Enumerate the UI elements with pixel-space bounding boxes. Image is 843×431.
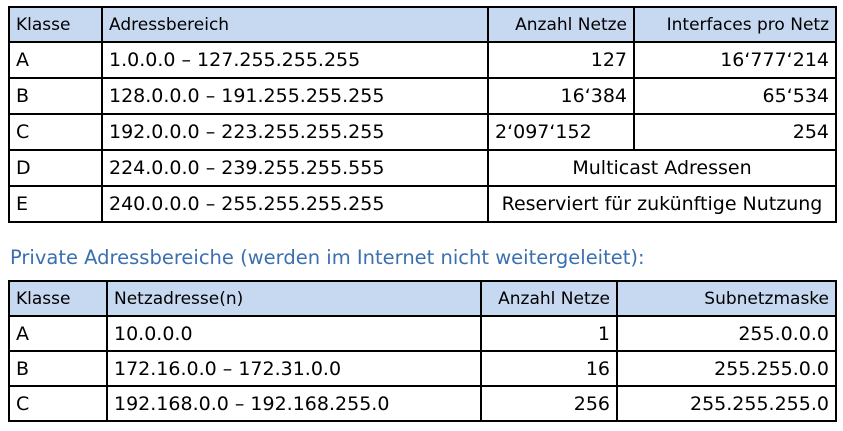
- cell-klasse: B: [8, 77, 103, 115]
- cell-adressbereich: 1.0.0.0 – 127.255.255.255: [101, 41, 489, 79]
- header-anzahl-netze: Anzahl Netze: [480, 280, 618, 317]
- cell-interfaces: 254: [633, 113, 837, 151]
- cell-adressbereich: 128.0.0.0 – 191.255.255.255: [101, 77, 489, 115]
- cell-anzahl-netze: 1: [480, 315, 618, 352]
- cell-netzadresse: 172.16.0.0 – 172.31.0.0: [106, 350, 482, 387]
- cell-anzahl-netze: 256: [480, 385, 618, 422]
- cell-merged-note: Reserviert für zukünftige Nutzung: [487, 185, 837, 223]
- header-klasse: Klasse: [8, 280, 108, 317]
- cell-interfaces: 65‘534: [633, 77, 837, 115]
- cell-klasse: C: [8, 113, 103, 151]
- table-row: C 192.0.0.0 – 223.255.255.255 2‘097‘152 …: [8, 113, 837, 151]
- table-row: D 224.0.0.0 – 239.255.255.555 Multicast …: [8, 149, 837, 187]
- cell-netzadresse: 10.0.0.0: [106, 315, 482, 352]
- cell-adressbereich: 224.0.0.0 – 239.255.255.555: [101, 149, 489, 187]
- header-subnetzmaske: Subnetzmaske: [616, 280, 837, 317]
- private-ranges-heading: Private Adressbereiche (werden im Intern…: [10, 246, 645, 269]
- cell-klasse: B: [8, 350, 108, 387]
- table-row: E 240.0.0.0 – 255.255.255.255 Reserviert…: [8, 185, 837, 223]
- cell-subnetzmaske: 255.255.0.0: [616, 350, 837, 387]
- cell-klasse: A: [8, 41, 103, 79]
- cell-anzahl-netze: 127: [487, 41, 635, 79]
- cell-netzadresse: 192.168.0.0 – 192.168.255.0: [106, 385, 482, 422]
- table-header-row: Klasse Adressbereich Anzahl Netze Interf…: [8, 6, 837, 43]
- table-row: A 10.0.0.0 1 255.0.0.0: [8, 315, 837, 352]
- cell-klasse: A: [8, 315, 108, 352]
- cell-anzahl-netze: 16‘384: [487, 77, 635, 115]
- table-header-row: Klasse Netzadresse(n) Anzahl Netze Subne…: [8, 280, 837, 317]
- cell-klasse: E: [8, 185, 103, 223]
- cell-subnetzmaske: 255.0.0.0: [616, 315, 837, 352]
- cell-subnetzmaske: 255.255.255.0: [616, 385, 837, 422]
- private-ranges-table: Klasse Netzadresse(n) Anzahl Netze Subne…: [8, 280, 837, 422]
- table-row: A 1.0.0.0 – 127.255.255.255 127 16‘777‘2…: [8, 41, 837, 79]
- cell-adressbereich: 240.0.0.0 – 255.255.255.255: [101, 185, 489, 223]
- cell-adressbereich: 192.0.0.0 – 223.255.255.255: [101, 113, 489, 151]
- header-interfaces-pro-netz: Interfaces pro Netz: [633, 6, 837, 43]
- cell-anzahl-netze: 2‘097‘152: [487, 113, 635, 151]
- cell-merged-note: Multicast Adressen: [487, 149, 837, 187]
- cell-interfaces: 16‘777‘214: [633, 41, 837, 79]
- cell-klasse: C: [8, 385, 108, 422]
- address-classes-table: Klasse Adressbereich Anzahl Netze Interf…: [8, 6, 837, 223]
- table-row: B 172.16.0.0 – 172.31.0.0 16 255.255.0.0: [8, 350, 837, 387]
- header-netzadressen: Netzadresse(n): [106, 280, 482, 317]
- cell-anzahl-netze: 16: [480, 350, 618, 387]
- header-anzahl-netze: Anzahl Netze: [487, 6, 635, 43]
- header-klasse: Klasse: [8, 6, 103, 43]
- table-row: B 128.0.0.0 – 191.255.255.255 16‘384 65‘…: [8, 77, 837, 115]
- table-row: C 192.168.0.0 – 192.168.255.0 256 255.25…: [8, 385, 837, 422]
- header-adressbereich: Adressbereich: [101, 6, 489, 43]
- cell-klasse: D: [8, 149, 103, 187]
